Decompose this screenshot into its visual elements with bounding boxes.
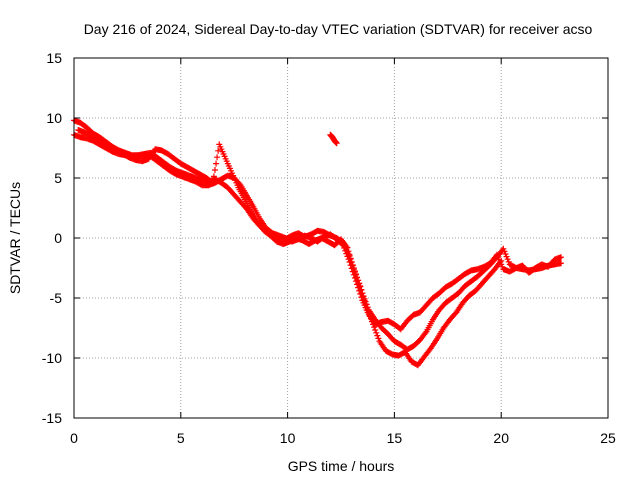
data-point xyxy=(211,167,218,173)
data-point xyxy=(213,160,220,167)
data-point xyxy=(341,245,348,251)
series-trace-b xyxy=(75,127,505,369)
y-tick-label: -15 xyxy=(42,410,62,426)
x-tick-label: 5 xyxy=(177,430,185,446)
data-point xyxy=(350,271,357,278)
data-point xyxy=(347,262,354,269)
data-point xyxy=(356,287,363,294)
x-axis-label: GPS time / hours xyxy=(288,458,395,474)
x-tick-label: 0 xyxy=(70,430,78,446)
y-axis-label: SDTVAR / TECUs xyxy=(7,182,23,294)
y-tick-label: 0 xyxy=(54,230,62,246)
data-point xyxy=(210,173,217,180)
data-point xyxy=(558,254,565,261)
data-point xyxy=(343,250,350,257)
data-points xyxy=(71,117,565,369)
y-tick-label: 15 xyxy=(46,50,62,66)
series-trace-c xyxy=(71,131,565,333)
x-tick-label: 20 xyxy=(493,430,509,446)
data-point xyxy=(345,256,352,263)
data-point xyxy=(340,242,347,249)
data-point xyxy=(339,241,346,248)
y-tick-label: -5 xyxy=(50,290,63,306)
data-point xyxy=(333,140,340,147)
data-point xyxy=(344,253,351,260)
y-tick-label: 5 xyxy=(54,170,62,186)
data-point xyxy=(358,294,365,301)
x-tick-label: 10 xyxy=(280,430,296,446)
data-point xyxy=(342,247,349,254)
x-tick-label: 25 xyxy=(600,430,616,446)
data-point xyxy=(357,291,364,297)
chart-title: Day 216 of 2024, Sidereal Day-to-day VTE… xyxy=(84,21,593,37)
data-point xyxy=(374,332,381,339)
y-tick-label: -10 xyxy=(42,350,62,366)
data-point xyxy=(215,147,222,154)
data-point xyxy=(346,259,353,265)
data-point xyxy=(375,335,382,342)
data-point xyxy=(348,265,355,272)
data-point xyxy=(349,268,356,275)
data-point xyxy=(352,278,359,285)
axis-ticks: 0 5 10 15 20 25 15 10 5 0 -5 -10 -15 xyxy=(42,50,616,446)
data-point xyxy=(558,260,565,267)
data-point xyxy=(354,281,361,288)
data-point xyxy=(351,275,358,281)
y-tick-label: 10 xyxy=(46,110,62,126)
data-point xyxy=(355,284,362,291)
data-point xyxy=(214,154,221,161)
data-point xyxy=(373,329,380,336)
x-tick-label: 15 xyxy=(387,430,403,446)
data-point xyxy=(372,327,379,333)
series-isolated xyxy=(327,131,340,147)
